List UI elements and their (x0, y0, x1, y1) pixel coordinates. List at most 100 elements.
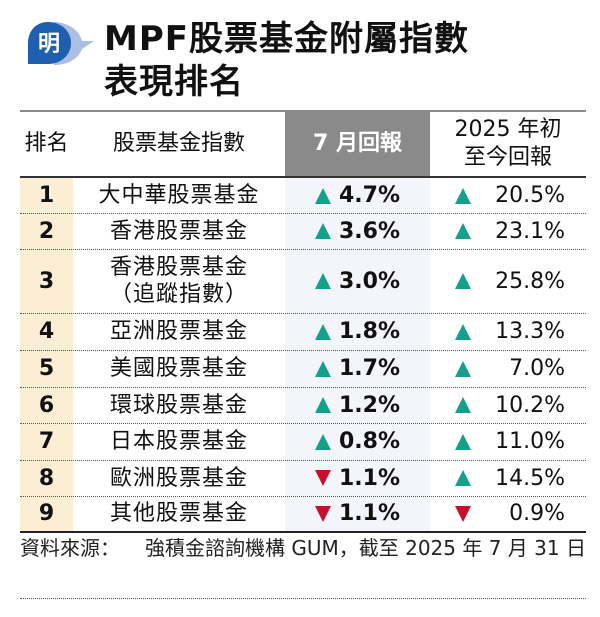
rank-cell: 5 (20, 350, 73, 387)
rank-cell: 4 (20, 313, 73, 350)
table-row: 7 日本股票基金 0.8% 11.0% (20, 423, 586, 460)
row-separator (20, 213, 586, 214)
rank-value: 6 (38, 392, 55, 418)
ytd-return-value: 23.1% (495, 218, 565, 244)
up-triangle-icon (314, 360, 331, 377)
row-separator (20, 423, 586, 424)
ytd-return-cell: 0.9% (430, 496, 586, 531)
footer-rule (20, 598, 586, 599)
ytd-return-cell: 10.2% (430, 387, 586, 423)
fund-name-cell: 香港股票基金 （追蹤指數） (73, 249, 285, 313)
header-july-return: 7 月回報 (285, 112, 430, 176)
ytd-return-cell: 23.1% (430, 213, 586, 249)
july-return-cell: 3.0% (285, 249, 430, 313)
ytd-return-value: 10.2% (495, 392, 565, 418)
header-rank: 排名 (24, 131, 69, 156)
july-column-background (285, 178, 430, 531)
up-triangle-icon (455, 187, 471, 204)
source-label: 資料來源： (20, 536, 120, 560)
up-triangle-icon (314, 223, 331, 239)
fund-name-note: （追蹤指數） (109, 282, 248, 307)
ming-pao-logo-icon: 明 (28, 22, 94, 65)
fund-name: 美國股票基金 (109, 356, 248, 381)
up-triangle-icon (314, 397, 331, 413)
rank-cell: 3 (20, 249, 73, 313)
fund-name: 亞洲股票基金 (109, 319, 248, 344)
fund-name: 香港股票基金 (109, 218, 248, 244)
ytd-return-cell: 7.0% (430, 350, 586, 387)
ytd-return-value: 11.0% (495, 429, 565, 454)
rank-cell: 1 (20, 178, 73, 213)
fund-name: 其他股票基金 (109, 501, 248, 526)
header-ytd-line-2: 至今回報 (463, 145, 552, 170)
up-triangle-icon (455, 397, 471, 413)
table-row: 3 香港股票基金 （追蹤指數） 3.0% 25.8% (20, 249, 586, 313)
logo-glyph: 明 (38, 31, 60, 57)
ytd-return-cell: 13.3% (430, 313, 586, 350)
header-ytd-return: 2025 年初 至今回報 (430, 112, 586, 176)
table-row: 5 美國股票基金 1.7% 7.0% (20, 350, 586, 387)
table-row: 9 其他股票基金 1.1% 0.9% (20, 496, 586, 531)
rank-column-background (20, 178, 73, 531)
up-triangle-icon (314, 433, 331, 450)
july-return-value: 1.7% (338, 356, 400, 381)
ytd-return-value: 0.9% (509, 501, 565, 526)
ytd-return-cell: 25.8% (430, 249, 586, 313)
rank-cell: 2 (20, 213, 73, 249)
up-triangle-icon (455, 470, 471, 486)
header-fund-index: 股票基金指數 (112, 131, 245, 156)
rank-cell: 7 (20, 423, 73, 460)
ytd-return-value: 7.0% (509, 356, 565, 381)
july-return-value: 1.2% (338, 392, 400, 418)
rank-value: 8 (38, 465, 55, 491)
header-rule (20, 176, 586, 178)
july-return-cell: 1.2% (285, 387, 430, 423)
fund-name-cell: 香港股票基金 (73, 213, 285, 249)
row-separator (20, 460, 586, 461)
fund-name-cell: 其他股票基金 (73, 496, 285, 531)
rank-value: 1 (38, 183, 55, 208)
fund-name-cell: 日本股票基金 (73, 423, 285, 460)
july-return-value: 1.8% (338, 319, 400, 344)
down-triangle-icon (314, 470, 331, 486)
up-triangle-icon (314, 323, 331, 340)
rank-cell: 9 (20, 496, 73, 531)
row-separator (20, 350, 586, 351)
rank-value: 2 (38, 218, 55, 244)
fund-name: 日本股票基金 (109, 429, 248, 454)
rank-cell: 6 (20, 387, 73, 423)
fund-name-cell: 環球股票基金 (73, 387, 285, 423)
ytd-return-cell: 20.5% (430, 178, 586, 213)
july-return-value: 3.6% (338, 218, 400, 244)
july-return-cell: 1.7% (285, 350, 430, 387)
fund-name-cell: 亞洲股票基金 (73, 313, 285, 350)
fund-name: 大中華股票基金 (98, 183, 260, 208)
july-return-cell: 1.1% (285, 496, 430, 531)
ytd-return-cell: 11.0% (430, 423, 586, 460)
fund-name-cell: 歐洲股票基金 (73, 460, 285, 496)
page-title: MPF股票基金附屬指數 表現排名 (104, 18, 469, 104)
row-separator (20, 387, 586, 388)
fund-name: 歐洲股票基金 (109, 465, 248, 491)
ytd-return-value: 20.5% (495, 183, 565, 208)
up-triangle-icon (455, 223, 471, 239)
up-triangle-icon (455, 273, 471, 289)
fund-name-cell: 美國股票基金 (73, 350, 285, 387)
table-row: 6 環球股票基金 1.2% 10.2% (20, 387, 586, 423)
row-separator (20, 313, 586, 314)
table-row: 4 亞洲股票基金 1.8% 13.3% (20, 313, 586, 350)
july-return-value: 4.7% (338, 183, 400, 208)
title-line-1: MPF股票基金附屬指數 (104, 19, 469, 59)
ytd-return-value: 13.3% (495, 319, 565, 344)
down-triangle-icon (314, 505, 331, 522)
ytd-return-cell: 14.5% (430, 460, 586, 496)
july-return-cell: 0.8% (285, 423, 430, 460)
table-row: 8 歐洲股票基金 1.1% 14.5% (20, 460, 586, 496)
up-triangle-icon (314, 273, 331, 289)
up-triangle-icon (455, 433, 471, 450)
fund-name-cell: 大中華股票基金 (73, 178, 285, 213)
july-return-cell: 3.6% (285, 213, 430, 249)
july-return-cell: 4.7% (285, 178, 430, 213)
header-ytd-line-1: 2025 年初 (454, 117, 562, 142)
july-return-cell: 1.1% (285, 460, 430, 496)
